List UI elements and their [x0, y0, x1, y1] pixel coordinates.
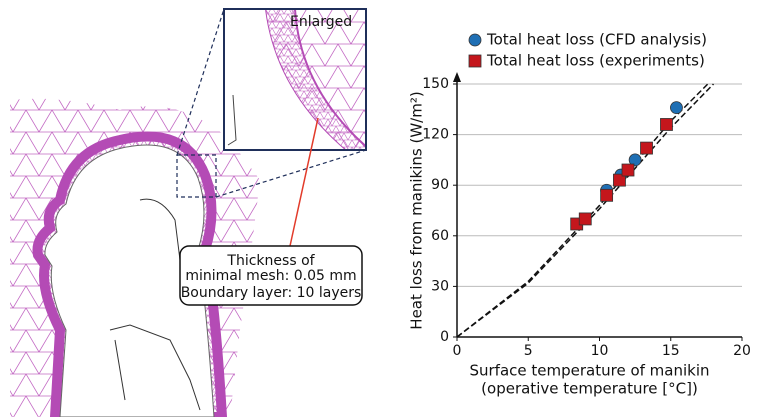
zoom-connector	[215, 149, 367, 198]
marker	[628, 153, 642, 167]
y-tick-label: 120	[422, 127, 449, 143]
x-axis-label: (operative temperature [°C])	[481, 380, 698, 398]
chart: 0 30 60 90 120 150 0 5 10 15 20 Surface temperature…	[408, 31, 751, 398]
mesh-illustration: Enlarged Thickness of minimal mesh: 0.05…	[10, 8, 367, 417]
fit-line	[456, 83, 709, 338]
callout-text: Thickness of	[226, 253, 315, 269]
legend-marker	[468, 54, 482, 68]
callout-line	[289, 117, 319, 247]
x-tick-label: 5	[524, 343, 533, 359]
callout-box	[179, 245, 363, 306]
marker	[670, 101, 683, 115]
marker	[621, 163, 635, 177]
marker	[600, 188, 614, 202]
inset-label: Enlarged	[290, 14, 352, 30]
x-tick-label: 15	[662, 343, 680, 359]
body-lines	[109, 198, 201, 411]
inset-mesh	[224, 9, 366, 150]
fit-line	[456, 83, 715, 338]
callout-text: Boundary layer: 10 layers	[181, 285, 362, 301]
y-tick-label: 90	[431, 177, 449, 193]
legend-label: Total heat loss (experiments)	[486, 52, 705, 70]
x-tick-label: 0	[453, 343, 462, 359]
y-tick-label: 30	[431, 278, 449, 294]
marker	[613, 173, 626, 187]
inset-frame	[223, 8, 367, 151]
zoom-box	[176, 154, 217, 198]
marker	[578, 212, 592, 226]
marker	[640, 141, 653, 155]
x-tick-label: 10	[591, 343, 609, 359]
y-tick-label: 60	[431, 228, 449, 244]
marker	[660, 118, 673, 131]
x-axis-label: Surface temperature of manikin	[469, 362, 709, 380]
zoom-connector	[176, 8, 225, 156]
y-tick-label: 0	[440, 329, 449, 345]
callout-text: minimal mesh: 0.05 mm	[185, 268, 356, 284]
y-axis-label: Heat loss from manikins (W/m²)	[408, 91, 426, 329]
y-tick-label: 150	[422, 76, 449, 92]
legend-marker	[468, 33, 482, 47]
x-tick-label: 20	[733, 343, 751, 359]
y-axis-arrow	[453, 72, 461, 82]
legend-label: Total heat loss (CFD analysis)	[486, 31, 707, 49]
